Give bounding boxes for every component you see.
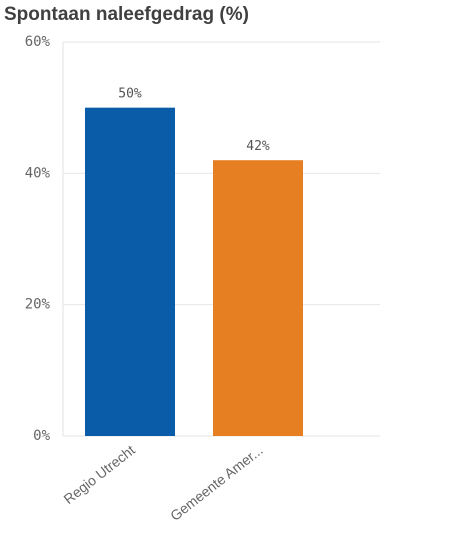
- bar: [213, 160, 303, 436]
- y-tick-label: 20%: [25, 297, 51, 313]
- chart-title: Spontaan naleefgedrag (%): [4, 4, 249, 25]
- value-label: 42%: [246, 139, 270, 154]
- y-tick-label: 40%: [25, 165, 51, 181]
- x-tick-label: Gemeente Amer...: [167, 442, 266, 524]
- value-label: 50%: [118, 87, 142, 102]
- y-tick-label: 60%: [25, 34, 51, 50]
- y-tick-label: 0%: [33, 428, 50, 444]
- x-tick-label: Regio Utrecht: [61, 442, 138, 507]
- bar: [85, 107, 175, 437]
